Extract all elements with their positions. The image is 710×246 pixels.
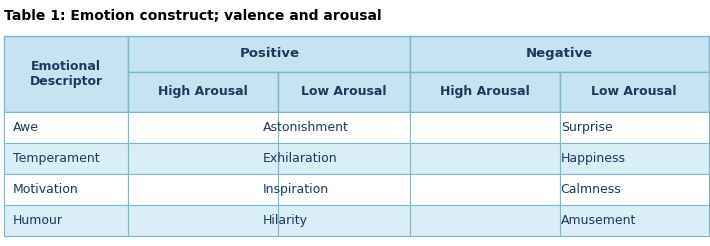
Text: Exhilaration: Exhilaration — [263, 152, 337, 165]
Text: Emotional
Descriptor: Emotional Descriptor — [29, 60, 102, 88]
Text: Low Arousal: Low Arousal — [301, 85, 387, 98]
Text: Astonishment: Astonishment — [263, 121, 349, 134]
Text: Motivation: Motivation — [13, 183, 79, 196]
Text: Negative: Negative — [526, 47, 593, 60]
Text: Hilarity: Hilarity — [263, 214, 307, 227]
Text: Table 1: Emotion construct; valence and arousal: Table 1: Emotion construct; valence and … — [4, 9, 381, 23]
Text: High Arousal: High Arousal — [158, 85, 248, 98]
Text: Positive: Positive — [239, 47, 300, 60]
Text: Happiness: Happiness — [561, 152, 626, 165]
Text: Amusement: Amusement — [561, 214, 636, 227]
Text: Temperament: Temperament — [13, 152, 99, 165]
Text: Surprise: Surprise — [561, 121, 613, 134]
Text: Calmness: Calmness — [561, 183, 621, 196]
Text: Humour: Humour — [13, 214, 62, 227]
Text: Awe: Awe — [13, 121, 39, 134]
Text: High Arousal: High Arousal — [440, 85, 530, 98]
Text: Inspiration: Inspiration — [263, 183, 329, 196]
Text: Low Arousal: Low Arousal — [591, 85, 677, 98]
